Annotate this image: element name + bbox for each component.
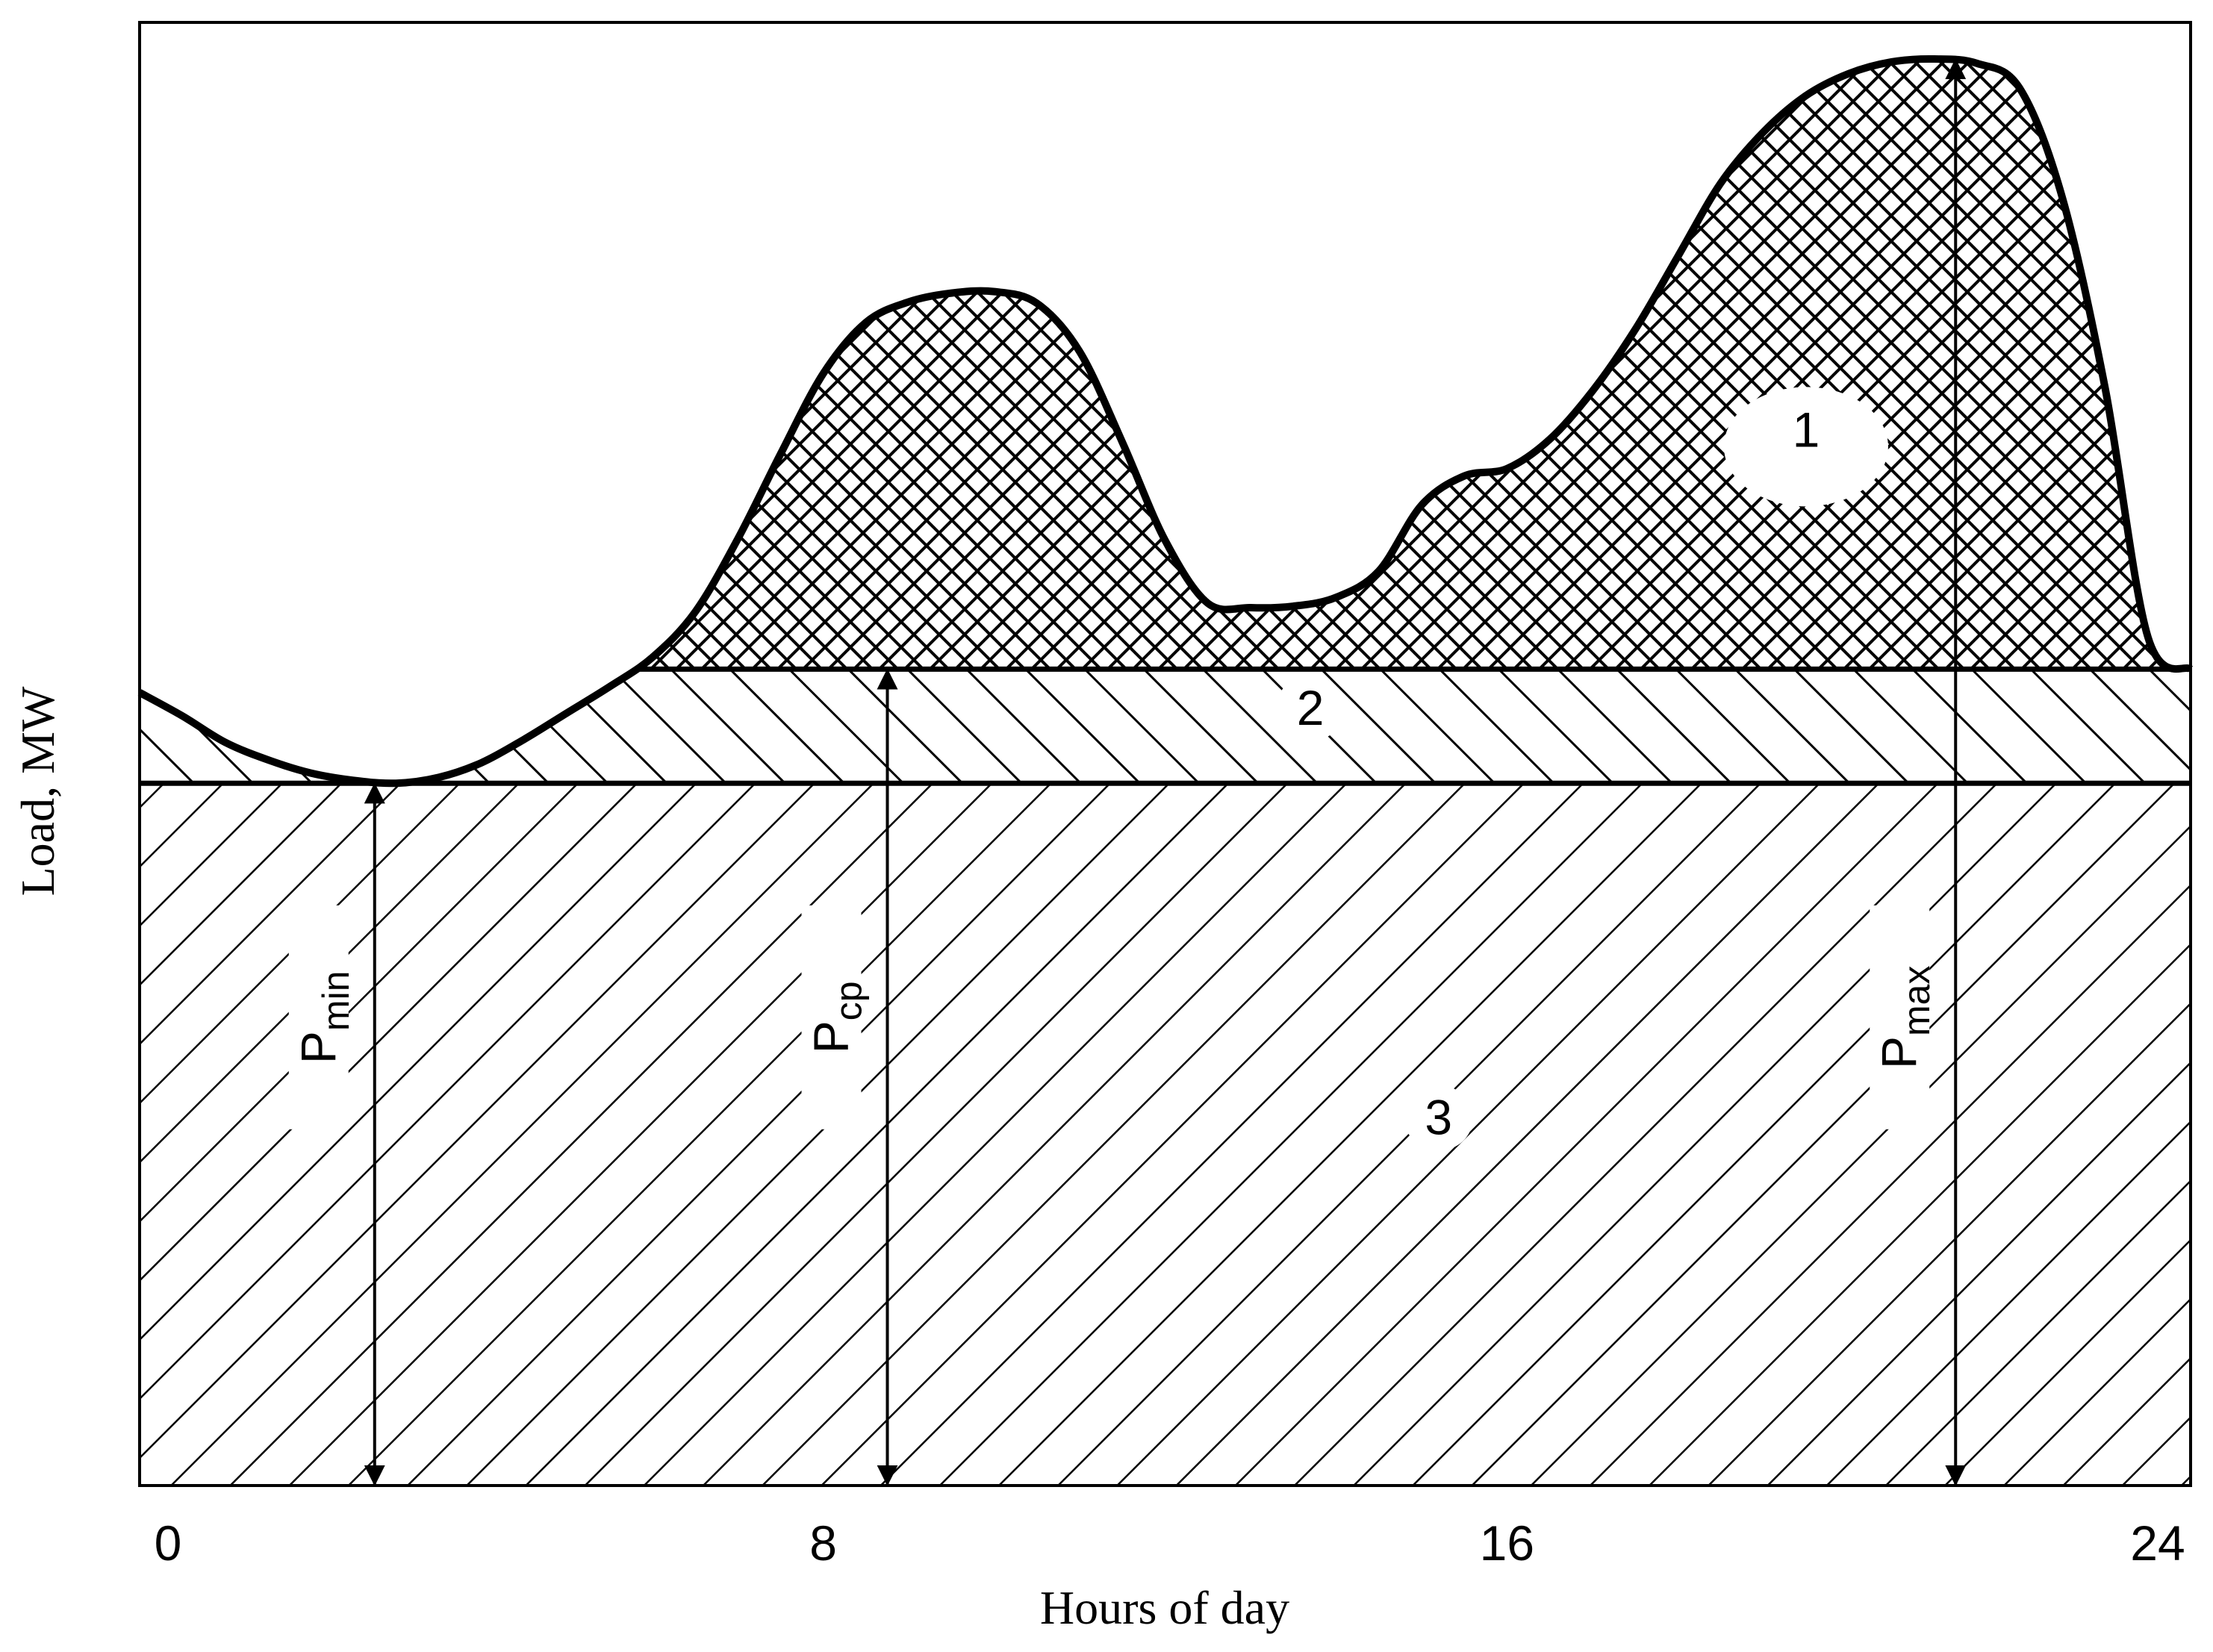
x-tick-label: 0 xyxy=(155,1515,182,1571)
zone-1-peak xyxy=(140,58,2191,670)
p-max-label-bg xyxy=(1870,905,1930,1129)
p-min-label: Pmin xyxy=(290,970,357,1064)
p-min-annotation: Pmin xyxy=(288,782,385,1486)
p-cp-annotation: Pcp xyxy=(801,668,898,1486)
load-curve-line xyxy=(137,54,2193,788)
y-axis-label: Load, MW xyxy=(11,686,64,896)
x-tick-label: 16 xyxy=(1480,1515,1534,1571)
zone-3-label-bg xyxy=(1404,1085,1473,1151)
x-axis-label: Hours of day xyxy=(1040,1581,1289,1634)
p-max-label-sub: max xyxy=(1896,966,1937,1036)
p-max-annotation: Pmax xyxy=(1870,58,1967,1486)
zone-2-semi-peak xyxy=(140,669,2191,784)
x-tick-label: 8 xyxy=(809,1515,837,1571)
zone-3-label: 3 xyxy=(1425,1090,1452,1145)
zone-3-base-load xyxy=(140,783,2191,1486)
p-min-label-bg xyxy=(288,905,349,1129)
x-tick-label: 24 xyxy=(2130,1515,2185,1571)
zone-2-label-bg xyxy=(1276,675,1345,741)
zone-2-label: 2 xyxy=(1297,680,1325,735)
p-cp-label-bg xyxy=(801,905,862,1129)
p-min-label-sub: min xyxy=(315,970,357,1031)
zone-1-label-patch xyxy=(1723,387,1888,507)
x-axis-ticks: 0 8 16 24 xyxy=(155,1515,2185,1571)
zone-1-label: 1 xyxy=(1793,402,1820,457)
plot-frame xyxy=(138,21,2192,1487)
p-max-label-main: P xyxy=(1871,1036,1926,1069)
p-cp-label-sub: cp xyxy=(828,981,870,1020)
p-cp-label-main: P xyxy=(803,1020,859,1053)
p-max-label: Pmax xyxy=(1871,966,1937,1070)
p-cp-label: Pcp xyxy=(803,981,870,1053)
p-min-label-main: P xyxy=(290,1031,346,1064)
